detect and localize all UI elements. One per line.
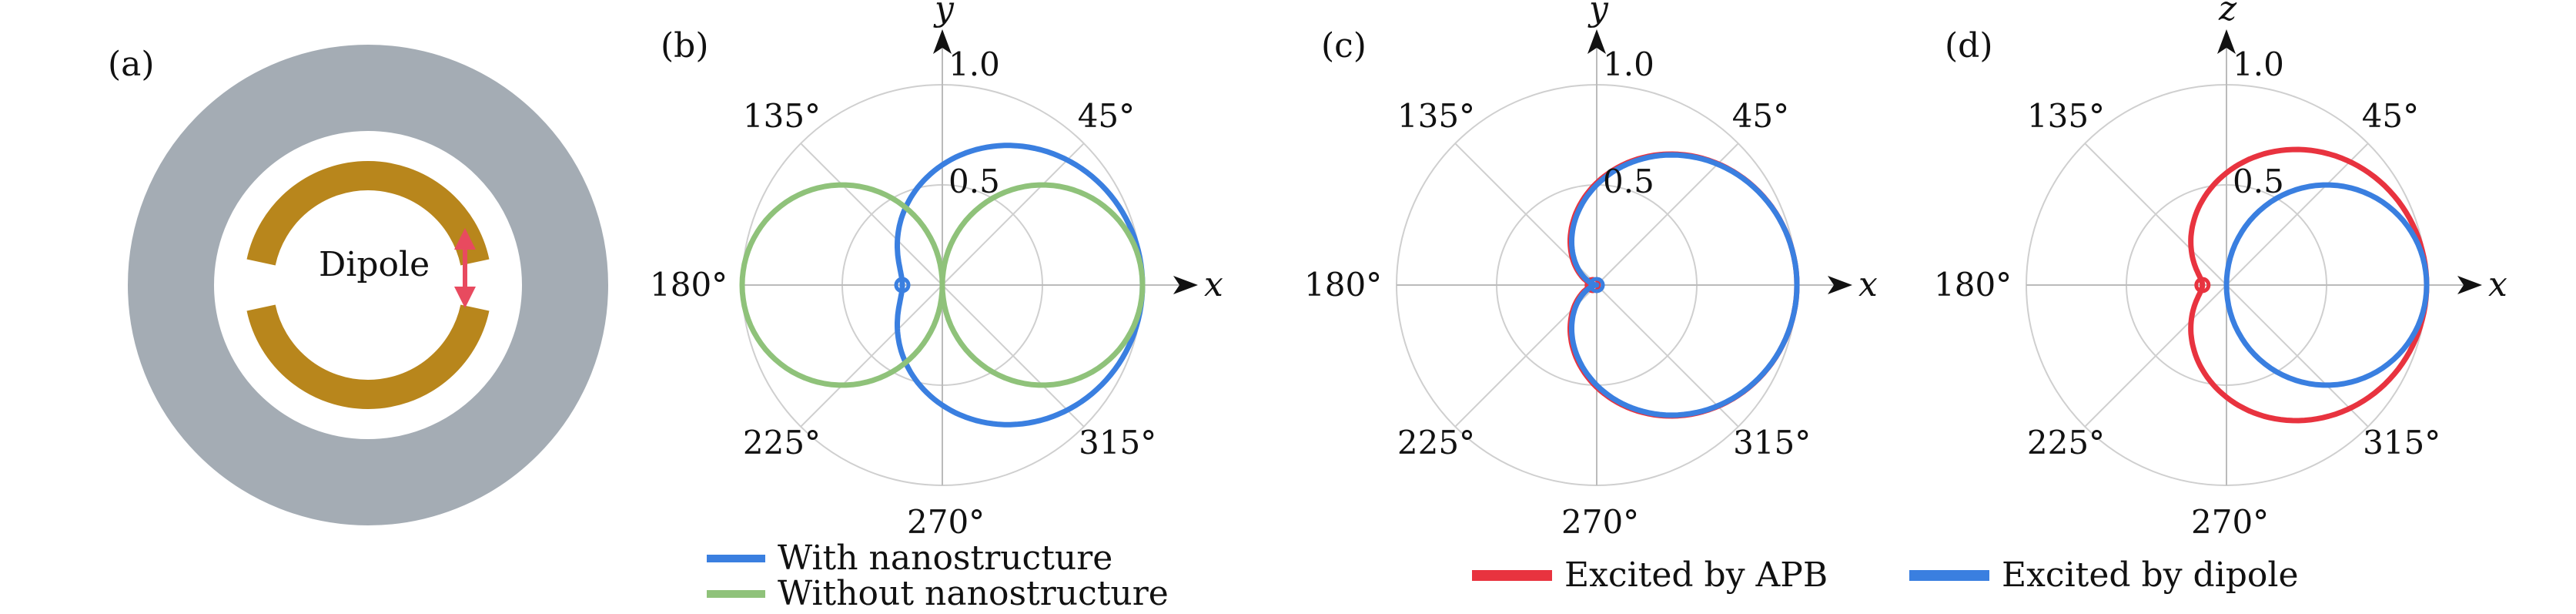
legend-b: With nanostructure Without nanostructure xyxy=(707,539,1169,613)
panel-b: (b) 45° 135° 180° 225° 270° 315° 0.5 1.0 x y xyxy=(650,0,1223,541)
radial-tick-label: 0.5 xyxy=(2233,163,2284,200)
panel-label-d: (d) xyxy=(1945,26,1993,65)
angle-label: 180° xyxy=(1934,266,2012,304)
series-cusp-marker xyxy=(1588,277,1605,294)
x-axis-arrow-icon xyxy=(1828,276,1852,294)
grid-spoke xyxy=(800,284,943,428)
panel-c: (c) 45° 135° 180° 225° 270° 315° 0.5 1.0 x y xyxy=(1304,0,1878,541)
grid-spoke xyxy=(1596,284,1739,428)
angle-label: 180° xyxy=(1304,266,1382,304)
series-line-excited-by-dipole xyxy=(1569,152,1800,418)
legend-label-without-nanostructure: Without nanostructure xyxy=(778,574,1169,613)
angle-label: 180° xyxy=(650,266,728,304)
radial-tick-label: 0.5 xyxy=(948,163,1000,200)
series-cusp-marker xyxy=(2194,277,2211,294)
angle-label: 225° xyxy=(743,424,821,461)
x-axis-arrow-icon xyxy=(1173,276,1198,294)
series-line-with-nanostructure xyxy=(895,143,1146,428)
grid-spoke xyxy=(2084,143,2227,286)
panel-a: (a) Dipole xyxy=(108,45,608,525)
radial-tick-label: 1.0 xyxy=(948,45,1000,83)
outer-ring xyxy=(128,45,608,525)
radial-tick-label: 0.5 xyxy=(1603,163,1654,200)
dipole-label: Dipole xyxy=(319,245,430,284)
angle-label: 270° xyxy=(907,503,985,541)
panel-label-b: (b) xyxy=(661,26,709,65)
grid-spoke xyxy=(800,143,943,286)
grid-spoke xyxy=(2084,284,2227,428)
radial-tick-label: 1.0 xyxy=(1603,45,1654,83)
angle-label: 315° xyxy=(1733,424,1811,461)
panel-d: (d) 45° 135° 180° 225° 270° 315° 0.5 1.0 x z xyxy=(1934,0,2507,541)
grid-spoke xyxy=(1596,143,1739,286)
angle-label: 135° xyxy=(2027,97,2105,135)
legend-label-apb: Excited by APB xyxy=(1564,555,1828,595)
angle-label: 315° xyxy=(1079,424,1156,461)
y-axis-label: z xyxy=(2218,0,2237,29)
angle-label: 225° xyxy=(1397,424,1475,461)
grid-spoke xyxy=(942,143,1085,286)
split-ring-bottom-arc xyxy=(246,304,490,409)
panel-label-a: (a) xyxy=(108,45,155,84)
series-line-excited-by-apb xyxy=(2188,146,2430,424)
angle-label: 135° xyxy=(1397,97,1475,135)
grid-spoke xyxy=(2226,284,2369,428)
angle-label: 135° xyxy=(743,97,821,135)
x-axis-label: x xyxy=(1858,265,1878,304)
radial-tick-label: 1.0 xyxy=(2233,45,2284,83)
legend-label-dipole: Excited by dipole xyxy=(2002,555,2299,595)
grid-spoke xyxy=(942,284,1085,428)
angle-label: 270° xyxy=(2191,503,2269,541)
x-axis-label: x xyxy=(2488,265,2507,304)
angle-label: 225° xyxy=(2027,424,2105,461)
angle-label: 45° xyxy=(1732,97,1789,135)
series-line-without-nanostructure xyxy=(739,182,1146,388)
x-axis-arrow-icon xyxy=(2457,276,2482,294)
x-axis-label: x xyxy=(1204,265,1223,304)
angle-label: 270° xyxy=(1561,503,1639,541)
split-ring-top-arc xyxy=(246,161,490,266)
y-axis-label: y xyxy=(1587,0,1609,29)
series-cusp-marker xyxy=(894,277,911,294)
angle-label: 45° xyxy=(1078,97,1135,135)
panel-label-c: (c) xyxy=(1321,26,1367,65)
series-line-excited-by-dipole xyxy=(2223,182,2430,388)
angle-label: 315° xyxy=(2363,424,2441,461)
y-axis-arrow-icon xyxy=(2217,29,2236,54)
angle-label: 45° xyxy=(2362,97,2419,135)
legend-cd: Excited by APB Excited by dipole xyxy=(1472,555,2299,595)
y-axis-arrow-icon xyxy=(933,29,952,54)
dipole-arrow-icon xyxy=(454,228,476,308)
legend-label-with-nanostructure: With nanostructure xyxy=(778,539,1112,578)
split-ring xyxy=(246,161,490,409)
y-axis-arrow-icon xyxy=(1587,29,1606,54)
grid-spoke xyxy=(2226,143,2369,286)
y-axis-label: y xyxy=(933,0,955,29)
